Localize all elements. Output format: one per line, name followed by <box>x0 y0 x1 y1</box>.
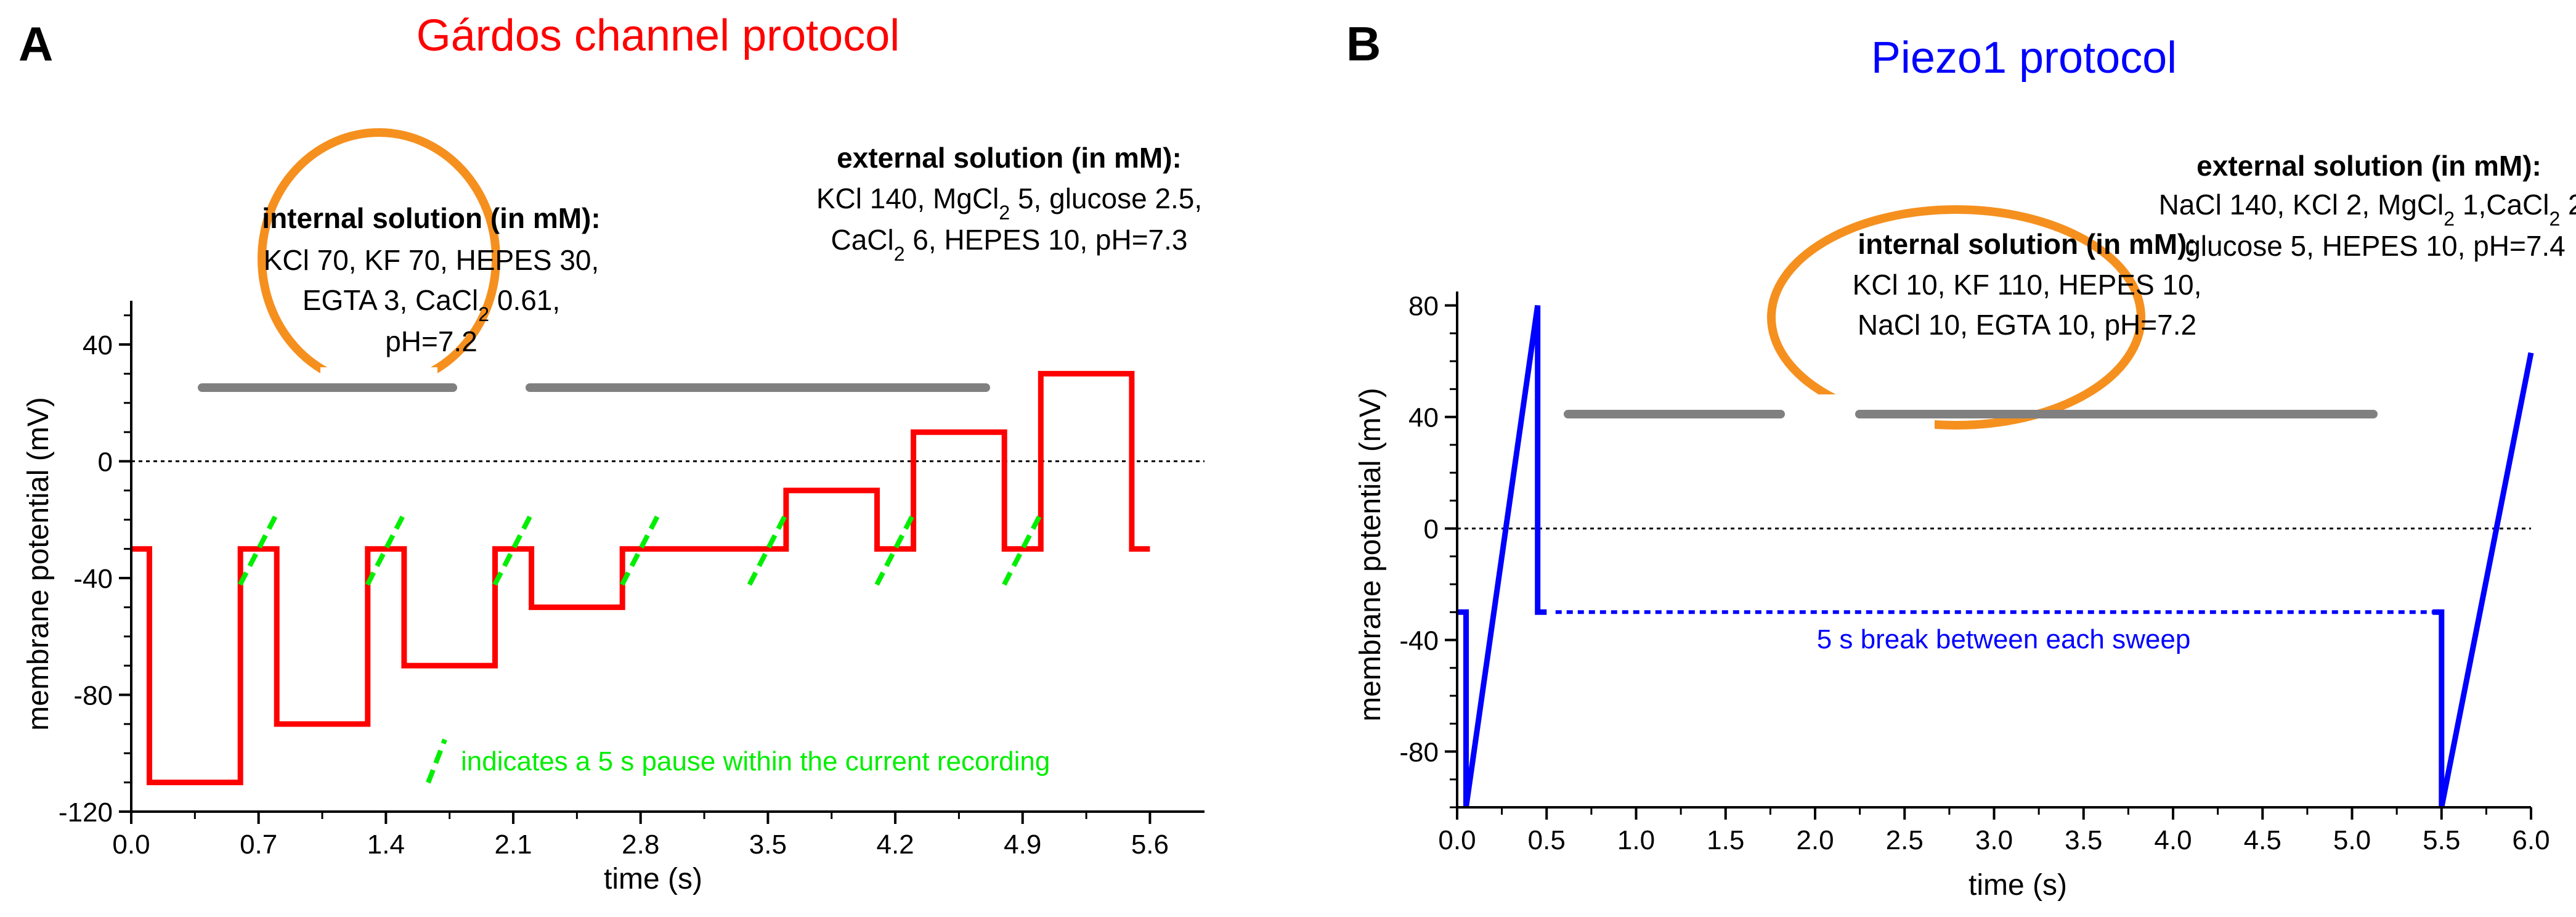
panel-a-external-solution-line: CaCl2 6, HEPES 10, pH=7.3 <box>831 224 1187 265</box>
panel-a-y-tick-label: -80 <box>73 681 113 711</box>
panel-a-x-axis-label: time (s) <box>604 863 702 895</box>
panel-a-x-tick-label: 4.2 <box>876 829 914 860</box>
panel-b-x-tick-label: 3.0 <box>1975 825 2013 855</box>
panel-b-x-axis-label: time (s) <box>1969 869 2067 902</box>
panel-b-x-tick-label: 1.5 <box>1707 825 1744 855</box>
panel-b-x-tick-label: 1.0 <box>1617 825 1655 855</box>
panel-a-x-tick-label: 2.8 <box>622 829 659 860</box>
panel-a-internal-solution-line: pH=7.2 <box>385 325 477 357</box>
panel-a-external-solution-line: KCl 140, MgCl2 5, glucose 2.5, <box>816 182 1202 224</box>
panel-b-voltage-sweep-2 <box>2432 352 2534 808</box>
panel-b-x-tick-label: 2.5 <box>1886 825 1924 855</box>
panel-b-x-tick-label: 4.0 <box>2154 825 2192 855</box>
panel-a-x-tick-label: 4.9 <box>1004 829 1041 860</box>
panel-b-external-solution-heading: external solution (in mM): <box>2196 150 2541 182</box>
panel-a-pause-marker <box>365 511 407 586</box>
panel-b-internal-solution-heading: internal solution (in mM): <box>1858 228 2196 260</box>
panel-a-pause-legend-icon <box>426 738 447 784</box>
panel-a-y-tick-label: -120 <box>59 797 113 828</box>
panel-a-x-tick-label: 3.5 <box>749 829 787 860</box>
panel-b-break-annotation: 5 s break between each sweep <box>1817 624 2191 654</box>
panel-a-plot-area <box>131 370 1150 786</box>
panel-a-y-axis-label: membrane potential (mV) <box>22 397 55 731</box>
panel-a-label: A <box>18 17 53 71</box>
panel-b-y-tick-label: -40 <box>1399 626 1439 656</box>
panel-b-x-tick-label: 3.5 <box>2065 825 2102 855</box>
panel-a-y-tick-label: -40 <box>73 564 113 594</box>
panel-b-label: B <box>1346 17 1381 71</box>
panel-b-title: Piezo1 protocol <box>1871 33 2177 83</box>
panel-a-external-solution-heading: external solution (in mM): <box>837 142 1182 174</box>
panel-a-pause-marker <box>747 511 789 586</box>
panel-b-patch-pipette <box>1767 205 2145 430</box>
panel-a-pause-marker <box>1002 511 1044 586</box>
panel-b-x-tick-label: 5.0 <box>2333 825 2371 855</box>
panel-a-pause-marker <box>492 511 534 586</box>
panel-b-plot-area <box>1457 304 2534 808</box>
panel-b-y-tick-label: 40 <box>1408 403 1439 433</box>
panel-b-y-tick-label: 0 <box>1424 515 1439 545</box>
panel-b-x-tick-label: 5.5 <box>2423 825 2460 855</box>
panel-a-y-tick-label: 0 <box>98 447 113 478</box>
panel-a-pause-marker <box>874 511 916 586</box>
panel-a-x-tick-label: 0.7 <box>240 829 277 860</box>
panel-b-x-tick-label: 2.0 <box>1796 825 1834 855</box>
panel-b-y-axis-label: membrane potential (mV) <box>1354 388 1387 722</box>
panel-a-title: Gárdos channel protocol <box>416 11 900 60</box>
panel-a-axes: 0.0 0.7 1.4 2.1 2.8 3.5 4.2 4.9 5.6 -120 -80 -40 0 40 <box>59 301 1205 860</box>
panel-a-x-tick-label: 5.6 <box>1131 829 1169 860</box>
panel-b-x-tick-label: 0.0 <box>1438 825 1476 855</box>
panel-b-y-tick-label: -80 <box>1399 738 1439 768</box>
panel-b-internal-solution-line: KCl 10, KF 110, HEPES 10, <box>1853 269 2202 301</box>
panel-b-x-tick-label: 0.5 <box>1528 825 1566 855</box>
panel-b-internal-solution-line: NaCl 10, EGTA 10, pH=7.2 <box>1858 309 2196 341</box>
panel-a: A Gárdos channel protocol internal solut… <box>18 11 1205 895</box>
panel-a-internal-solution-heading: internal solution (in mM): <box>262 202 600 234</box>
panel-b: B Piezo1 protocol internal solution (in … <box>1346 17 2576 902</box>
panel-b-external-solution-line: glucose 5, HEPES 10, pH=7.4 <box>2185 230 2566 262</box>
panel-a-pause-marker <box>238 511 280 586</box>
panel-a-pause-marker <box>620 511 662 586</box>
panel-a-x-tick-label: 2.1 <box>494 829 532 860</box>
panel-a-y-tick-label: 40 <box>83 330 113 361</box>
panel-b-y-tick-label: 80 <box>1408 291 1439 322</box>
panel-b-axes: 0.0 0.5 1.0 1.5 2.0 2.5 3.0 3.5 4.0 4.5 5.0 5.5 6.0 -… <box>1399 291 2550 855</box>
panel-a-internal-solution-line: KCl 70, KF 70, HEPES 30, <box>264 244 599 276</box>
panel-b-x-tick-label: 6.0 <box>2512 825 2550 855</box>
panel-a-pause-legend-text: indicates a 5 s pause within the current… <box>461 746 1050 776</box>
panel-b-x-tick-label: 4.5 <box>2244 825 2281 855</box>
panel-a-x-tick-label: 1.4 <box>367 829 405 860</box>
panel-a-x-tick-label: 0.0 <box>112 829 150 860</box>
panel-a-voltage-trace <box>131 370 1150 786</box>
panel-a-internal-solution-line: EGTA 3, CaCl2 0.61, <box>303 284 560 325</box>
panel-b-voltage-sweep-1 <box>1457 304 1547 808</box>
panel-b-external-solution-line: NaCl 140, KCl 2, MgCl2 1,CaCl2 2, <box>2159 189 2576 230</box>
